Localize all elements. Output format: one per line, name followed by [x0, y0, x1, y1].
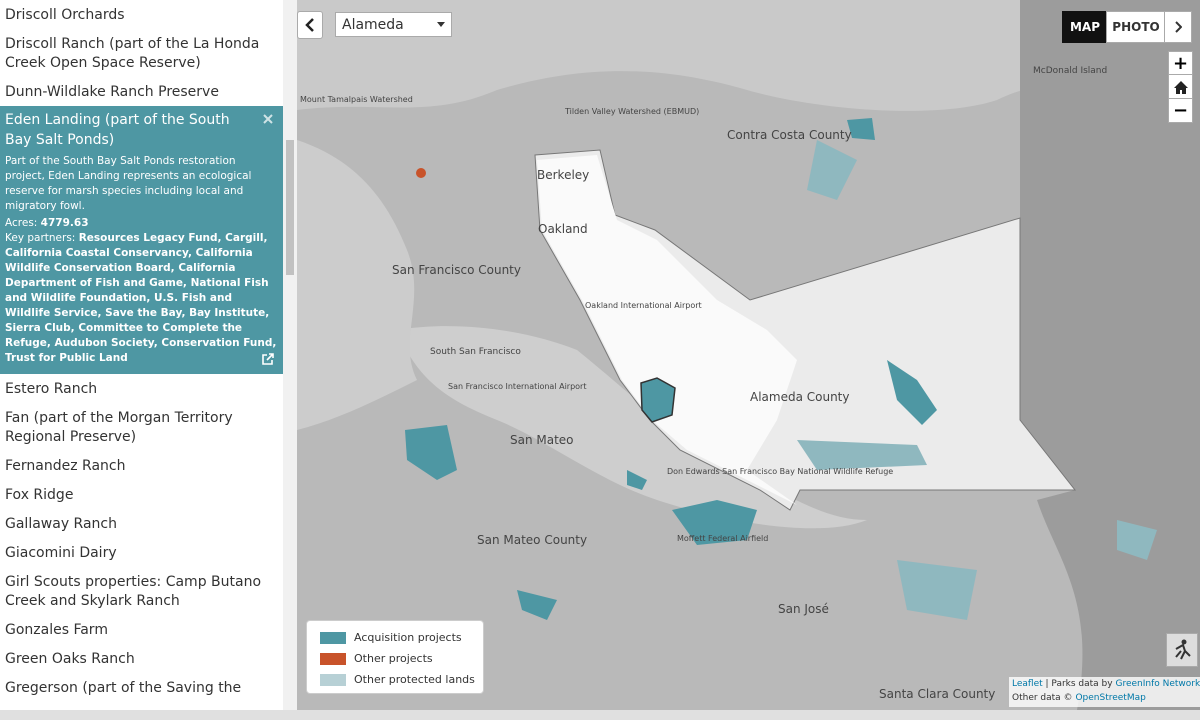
- next-button[interactable]: [1164, 11, 1192, 43]
- legend-entry: Other projects: [307, 648, 483, 669]
- acres-value: 4779.63: [40, 217, 89, 229]
- county-select-value: Alameda: [342, 16, 404, 33]
- close-icon[interactable]: [263, 114, 273, 124]
- legend-swatch: [320, 673, 346, 686]
- osm-link[interactable]: OpenStreetMap: [1075, 693, 1146, 703]
- map-label: Moffett Federal Airfield: [677, 534, 768, 543]
- selected-item: Eden Landing (part of the South Bay Salt…: [0, 106, 283, 374]
- north-bay: [297, 0, 1200, 111]
- attribution-text: | Parks data by: [1045, 679, 1113, 689]
- partners: Key partners: Resources Legacy Fund, Car…: [5, 231, 278, 366]
- map-label: San Mateo County: [477, 533, 587, 547]
- map-button[interactable]: MAP: [1062, 11, 1108, 43]
- legend-entry: Other protected lands: [307, 669, 483, 690]
- legend-swatch: [320, 631, 346, 644]
- acres-label: Acres:: [5, 217, 38, 229]
- map[interactable]: Contra Costa County Berkeley Oakland San…: [297, 0, 1200, 710]
- collapse-button[interactable]: [297, 11, 323, 39]
- map-canvas: Contra Costa County Berkeley Oakland San…: [297, 0, 1200, 710]
- map-label: Santa Clara County: [879, 687, 995, 701]
- partners-value: Resources Legacy Fund, Cargill, Californ…: [5, 232, 277, 364]
- map-label: San Francisco County: [392, 263, 521, 277]
- scrollbar[interactable]: [283, 0, 297, 710]
- map-label: Mount Tamalpais Watershed: [300, 95, 413, 104]
- legend-swatch: [320, 652, 346, 665]
- window-bottom: [0, 710, 1200, 720]
- list-item[interactable]: Gregerson (part of the Saving the: [5, 680, 242, 696]
- list-item[interactable]: Dunn-Wildlake Ranch Preserve: [5, 84, 219, 100]
- eden-landing[interactable]: [640, 377, 676, 423]
- list-item[interactable]: Green Oaks Ranch: [5, 651, 135, 667]
- map-label: San José: [778, 602, 829, 616]
- list-item[interactable]: Gallaway Ranch: [5, 516, 117, 532]
- ocean: [297, 140, 417, 430]
- pegman-button[interactable]: [1166, 633, 1198, 667]
- legend-label: Acquisition projects: [354, 631, 462, 644]
- map-label: Berkeley: [537, 168, 589, 182]
- list-item[interactable]: Gonzales Farm: [5, 622, 108, 638]
- attribution: Leaflet | Parks data by GreenInfo Networ…: [1009, 677, 1200, 707]
- leaflet-link[interactable]: Leaflet: [1012, 679, 1043, 689]
- external-link-icon[interactable]: [261, 352, 275, 366]
- map-label: Tilden Valley Watershed (EBMUD): [564, 107, 699, 116]
- map-label: Alameda County: [750, 390, 850, 404]
- partners-label: Key partners:: [5, 232, 76, 244]
- list-item[interactable]: Girl Scouts properties: Camp Butano Cree…: [5, 574, 262, 609]
- map-label: San Mateo: [510, 433, 574, 447]
- map-label: San Francisco International Airport: [448, 382, 586, 391]
- other-project[interactable]: [416, 168, 426, 178]
- zoom-out[interactable]: −: [1168, 98, 1193, 123]
- scroll-thumb[interactable]: [286, 140, 294, 275]
- protected-lands: [797, 140, 1157, 620]
- list-item[interactable]: Fan (part of the Morgan Territory Region…: [5, 410, 233, 445]
- photo-button[interactable]: PHOTO: [1106, 11, 1166, 43]
- list-item[interactable]: Fox Ridge: [5, 487, 74, 503]
- dropdown-arrow: [437, 21, 445, 27]
- list-item[interactable]: Fernandez Ranch: [5, 458, 126, 474]
- legend-label: Other protected lands: [354, 673, 475, 686]
- legend-entry: Acquisition projects: [307, 627, 483, 648]
- map-label: Oakland: [538, 222, 588, 236]
- chevron-left: [305, 18, 314, 32]
- selected-title: Eden Landing (part of the South Bay Salt…: [5, 112, 230, 148]
- map-label: Oakland International Airport: [585, 301, 702, 310]
- description: Part of the South Bay Salt Ponds restora…: [5, 155, 252, 212]
- legend-label: Other projects: [354, 652, 433, 665]
- list-item[interactable]: Estero Ranch: [5, 381, 98, 397]
- list-item[interactable]: Driscoll Orchards: [5, 7, 125, 23]
- county-select[interactable]: Alameda: [335, 12, 452, 37]
- list-item[interactable]: Giacomini Dairy: [5, 545, 117, 561]
- pegman-icon: [1175, 639, 1191, 660]
- acquisition-parcels: [405, 118, 937, 620]
- chevron-right: [1175, 21, 1182, 33]
- map-label: South San Francisco: [430, 347, 521, 357]
- legend: Acquisition projects Other projects Othe…: [306, 620, 484, 694]
- attribution-text: Other data ©: [1012, 693, 1073, 703]
- home-icon: [1173, 80, 1188, 94]
- map-label: Don Edwards San Francisco Bay National W…: [667, 467, 893, 476]
- list-item[interactable]: Driscoll Ranch (part of the La Honda Cre…: [5, 36, 260, 71]
- greeninfo-link[interactable]: GreenInfo Network: [1115, 679, 1200, 689]
- zoom-in[interactable]: +: [1168, 51, 1193, 76]
- map-label: Contra Costa County: [727, 128, 852, 142]
- map-label: McDonald Island: [1033, 66, 1107, 76]
- sidebar: Driscoll Orchards Driscoll Ranch (part o…: [0, 0, 283, 710]
- acres: Acres: 4779.63: [5, 216, 278, 231]
- urban-area: [537, 155, 797, 505]
- home-button[interactable]: [1168, 74, 1193, 100]
